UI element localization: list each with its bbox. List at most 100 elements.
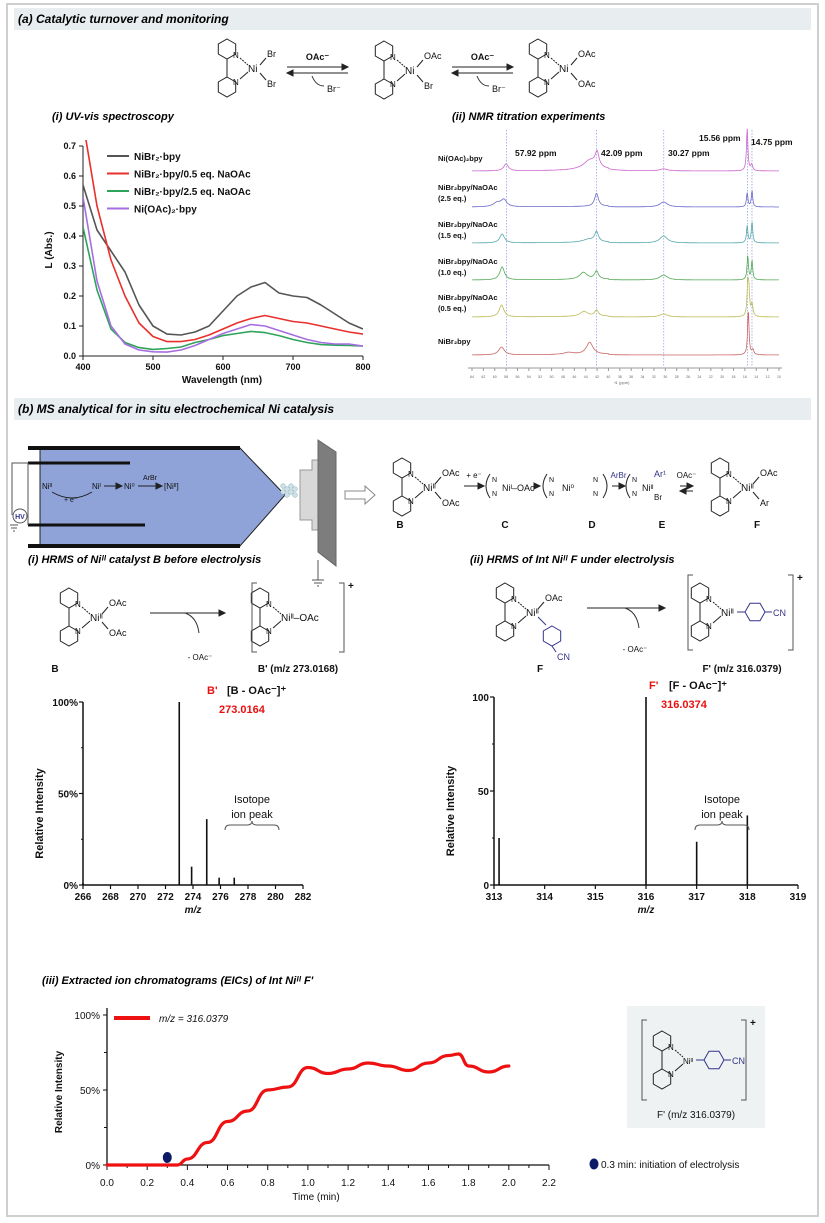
eic-y-tick-label: 100% xyxy=(74,1011,100,1022)
ms-x-tick-label: 314 xyxy=(536,892,553,903)
nitrogen-label: N xyxy=(75,600,81,609)
aryl-bond xyxy=(551,645,557,653)
cyano-label: CN xyxy=(773,608,786,618)
spray-droplet-icon xyxy=(280,483,286,489)
isotope-label: Isotope xyxy=(704,794,740,806)
nmr-x-tick-label: 10 xyxy=(777,375,781,379)
arrow-head-icon xyxy=(285,69,294,77)
coordination-bond xyxy=(732,490,742,499)
charge-label: + xyxy=(348,581,354,592)
uv-y-tick-label: 0.4 xyxy=(63,231,76,241)
ms-y-tick-label: 50% xyxy=(58,790,78,801)
arrow-head-icon xyxy=(155,482,164,490)
ligand-bond xyxy=(570,72,578,81)
ligand-bond xyxy=(752,491,760,500)
bracket-right xyxy=(741,1019,747,1101)
pyridine-ring-icon xyxy=(652,1068,672,1090)
electrolysis-note: 0.3 min: initiation of electrolysis xyxy=(601,1160,739,1171)
eic-x-tick-label: 0.4 xyxy=(180,1178,194,1189)
ms-peak-tag: B' xyxy=(207,685,218,697)
ms-y-axis-label: Relative Intensity xyxy=(34,767,46,858)
nmr-x-tick-label: 56 xyxy=(516,375,520,379)
coordination-bond xyxy=(239,57,249,66)
ms-x-tick-label: 315 xyxy=(587,892,604,903)
nitrogen-label: N xyxy=(492,491,497,498)
bracket-left xyxy=(251,582,257,653)
nmr-x-tick-label: 22 xyxy=(709,375,713,379)
release-arrow-icon xyxy=(476,75,490,87)
release-arrow-icon xyxy=(311,75,325,87)
spray-droplet-icon xyxy=(280,489,286,495)
cyano-label: CN xyxy=(557,652,570,662)
nmr-trace-sublabel: (1.0 eq.) xyxy=(438,268,467,277)
eic-title: (iii) Extracted ion chromatograms (EICs)… xyxy=(42,975,314,987)
ms-peak-tag: F' xyxy=(649,680,659,692)
ligand-label: OAc xyxy=(424,51,442,61)
counter-electrode xyxy=(317,439,337,568)
coordination-bond xyxy=(674,1049,684,1058)
arrow-head-icon xyxy=(506,63,515,71)
isotope-brace-icon xyxy=(224,820,280,831)
species-id-label: F xyxy=(754,520,760,531)
loss-arrow-icon xyxy=(624,607,640,629)
ligand-bond xyxy=(259,57,267,66)
pyridine-ring-icon xyxy=(392,495,412,517)
nmr-x-tick-label: 36 xyxy=(629,375,633,379)
uv-x-tick-label: 700 xyxy=(285,362,300,372)
eic-legend-label: m/z = 316.0379 xyxy=(159,1014,229,1025)
coordination-bond xyxy=(272,620,282,629)
nitrogen-label: N xyxy=(593,477,598,484)
nmr-trace-label: NiBr₂bpy/NaOAc xyxy=(438,257,498,266)
uv-legend-label: NiBr₂·bpy/2.5 eq. NaOAc xyxy=(134,187,251,198)
uv-y-axis-label: L (Abs.) xyxy=(44,231,55,268)
nmr-marker-label: 57.92 ppm xyxy=(515,148,557,158)
hrms-i-title: (i) HRMS of Niᴵᴵ catalyst B before elect… xyxy=(28,554,261,566)
acetate-loss-label: - OAc⁻ xyxy=(623,645,648,654)
ligand-bond xyxy=(416,59,424,68)
nitrogen-label: N xyxy=(408,470,414,479)
nmr-x-tick-label: 30 xyxy=(663,375,667,379)
nmr-x-tick-label: 28 xyxy=(675,375,679,379)
figure-content: NNNiBrBrNNNiOAcBrNNNiOAcOAcOAc⁻Br⁻OAc⁻Br… xyxy=(10,38,807,1203)
nmr-x-tick-label: 62 xyxy=(481,375,485,379)
spray-droplet-icon xyxy=(288,489,294,495)
ms-peak-value: 273.0164 xyxy=(219,704,266,716)
isotope-label: Isotope xyxy=(234,794,270,806)
arrow-head-icon xyxy=(678,487,687,495)
nmr-x-tick-label: 34 xyxy=(641,375,645,379)
mechanism-arrow-label: + e⁻ xyxy=(466,471,482,480)
uv-y-tick-label: 0.2 xyxy=(63,291,76,301)
eic-x-tick-label: 0.0 xyxy=(100,1178,114,1189)
uv-y-tick-label: 0.6 xyxy=(63,171,76,181)
nitrogen-label: N xyxy=(511,595,517,604)
charge-label: + xyxy=(750,1018,756,1029)
mini-bpy-arc xyxy=(602,473,608,499)
nmr-trace-sublabel: (2.5 eq.) xyxy=(438,194,467,203)
eic-x-tick-label: 2.0 xyxy=(502,1178,516,1189)
arrow-head-icon xyxy=(533,482,542,490)
ligand-label: OAc xyxy=(545,593,563,603)
nmr-trace-sublabel: (0.5 eq.) xyxy=(438,304,467,313)
nitrogen-label: N xyxy=(492,477,497,484)
nmr-x-tick-label: 58 xyxy=(504,375,508,379)
panel-a-title: (a) Catalytic turnover and monitoring xyxy=(18,12,229,26)
nitrogen-label: N xyxy=(632,477,637,484)
pyridine-ring-icon xyxy=(250,625,270,647)
ms-x-tick-label: 313 xyxy=(486,892,503,903)
cyano-label: CN xyxy=(732,1056,745,1066)
metal-label: Ni xyxy=(248,64,257,75)
ligand-label: OAc xyxy=(442,468,460,478)
nmr-x-tick-label: 26 xyxy=(686,375,690,379)
coordination-bond xyxy=(272,606,282,615)
eic-y-tick-label: 0% xyxy=(86,1161,101,1172)
metal-label: Niᴵᴵ xyxy=(526,608,539,619)
nitrogen-label: N xyxy=(233,51,239,60)
nmr-marker-label: 15.56 ppm xyxy=(699,133,741,143)
ms-x-tick-label: 317 xyxy=(688,892,705,903)
nitrogen-label: N xyxy=(726,497,732,506)
nitrogen-label: N xyxy=(706,595,712,604)
ligand-label: Br xyxy=(267,79,276,89)
aryl-bond xyxy=(537,616,547,626)
uv-y-tick-label: 0.5 xyxy=(63,201,76,211)
emitter-ni2-label: Niᴵᴵ xyxy=(42,482,52,491)
